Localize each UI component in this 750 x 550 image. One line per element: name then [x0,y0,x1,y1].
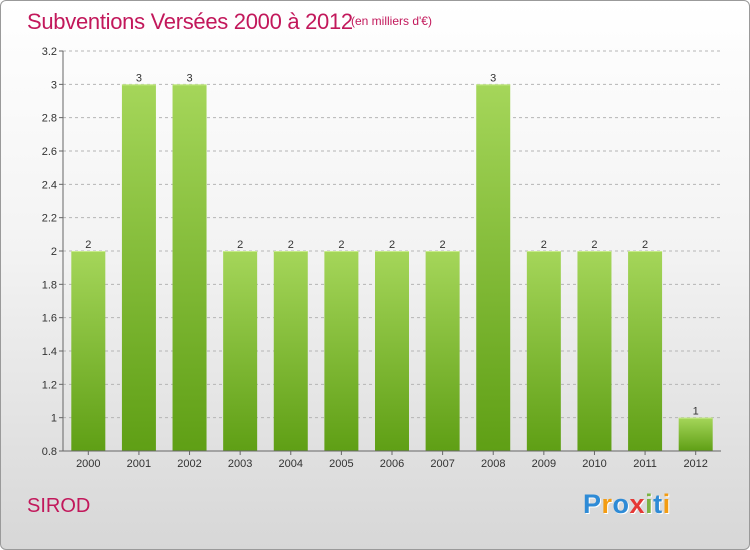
x-tick-label: 2003 [228,458,252,470]
logo-letter: x [629,489,646,519]
data-label: 2 [288,239,294,251]
logo-letter: t [653,489,663,519]
y-tick-label: 1.8 [42,279,57,291]
bar-2008 [476,84,511,451]
data-label: 2 [237,239,243,251]
y-tick-label: 1 [51,413,57,425]
x-tick-label: 2008 [481,458,505,470]
y-tick-label: 2.2 [42,213,57,225]
x-tick-label: 2005 [329,458,353,470]
chart-title: Subventions Versées 2000 à 2012 [27,9,353,34]
logo-letter: r [601,489,613,519]
x-tick-label: 2007 [430,458,454,470]
data-label: 2 [85,239,91,251]
x-tick-label: 2000 [76,458,100,470]
unit-note: (en milliers d'€) [351,14,432,28]
bar-2000 [71,251,106,451]
bar-2011 [628,251,663,451]
y-tick-label: 1.4 [42,346,57,358]
bar-2009 [526,251,561,451]
y-tick-label: 2.4 [42,179,57,191]
y-tick-label: 0.8 [42,446,57,458]
x-tick-label: 2012 [683,458,707,470]
y-tick-label: 2.8 [42,113,57,125]
y-tick-label: 3.2 [42,46,57,58]
bar-2005 [324,251,359,451]
data-label: 2 [389,239,395,251]
logo-letter: i [645,489,654,519]
bar-2004 [273,251,308,451]
x-tick-label: 2004 [279,458,303,470]
data-label: 3 [186,72,192,84]
data-label: 1 [693,406,699,418]
bar-2007 [425,251,460,451]
proxiti-logo: Proxiti [583,489,671,520]
bar-2003 [223,251,258,451]
x-tick-label: 2009 [532,458,556,470]
bar-2010 [577,251,612,451]
x-tick-label: 2011 [633,458,657,470]
data-label: 2 [541,239,547,251]
logo-letter: P [583,489,602,519]
y-tick-label: 2 [51,246,57,258]
bar-2002 [172,84,207,451]
x-tick-label: 2006 [380,458,404,470]
data-label: 2 [440,239,446,251]
bar-2006 [375,251,409,451]
x-tick-label: 2001 [127,458,151,470]
data-label: 3 [490,72,496,84]
y-tick-label: 1.6 [42,313,57,325]
data-label: 2 [338,239,344,251]
data-label: 2 [591,239,597,251]
bar-2001 [121,84,156,451]
y-tick-label: 2.6 [42,146,57,158]
x-tick-label: 2002 [177,458,201,470]
y-tick-label: 3 [51,79,57,91]
x-tick-label: 2010 [582,458,606,470]
logo-letter: i [662,489,671,519]
data-label: 3 [136,72,142,84]
logo-letter: o [612,489,630,519]
commune-name: SIROD [27,495,91,517]
bar-2012 [678,417,713,451]
data-label: 2 [642,239,648,251]
y-tick-label: 1.2 [42,379,57,391]
